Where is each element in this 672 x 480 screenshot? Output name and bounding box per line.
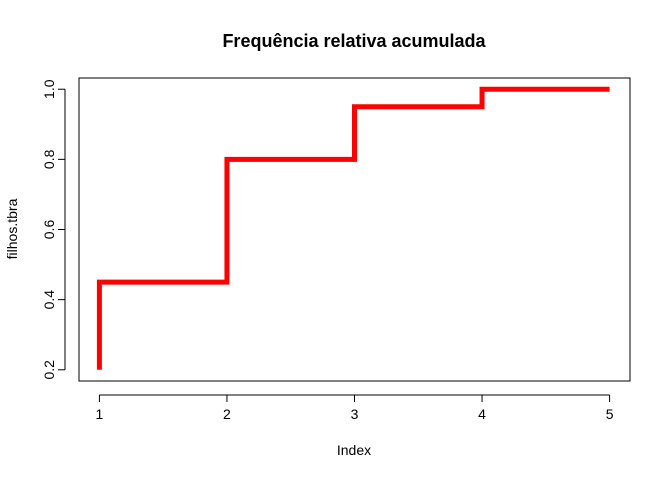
y-tick-label: 1.0 <box>41 79 57 99</box>
y-tick-label: 0.8 <box>41 149 57 169</box>
x-tick-label: 3 <box>351 406 359 422</box>
y-tick-label: 0.4 <box>41 290 57 310</box>
y-axis: 0.2 0.4 0.6 0.8 1.0 <box>41 79 66 380</box>
x-tick-label: 4 <box>478 406 486 422</box>
plot-area-frame <box>78 77 631 382</box>
x-axis-label: Index <box>337 442 371 458</box>
y-tick-label: 0.6 <box>41 220 57 240</box>
y-tick-label: 0.2 <box>41 360 57 380</box>
y-axis-label: filhos.tbra <box>4 198 20 259</box>
x-tick-label: 5 <box>606 406 614 422</box>
chart-title: Frequência relativa acumulada <box>222 31 486 51</box>
x-axis: 1 2 3 4 5 <box>96 394 614 422</box>
x-tick-label: 2 <box>223 406 231 422</box>
cumulative-frequency-line <box>96 86 610 370</box>
x-tick-label: 1 <box>96 406 104 422</box>
